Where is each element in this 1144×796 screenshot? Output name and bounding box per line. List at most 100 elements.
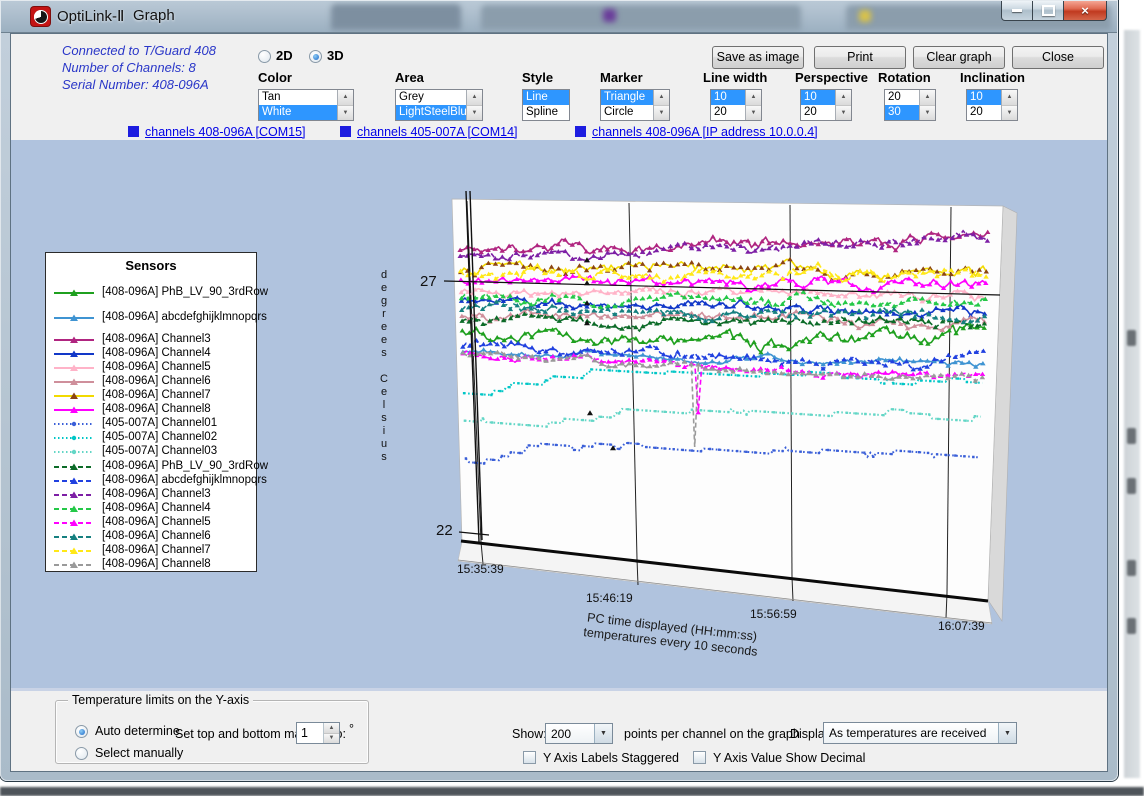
channel-link-com15[interactable]: channels 408-096A [COM15] [128, 123, 306, 137]
listbox-option[interactable]: 10 [801, 90, 835, 105]
auto-determine-label: Auto determine [95, 724, 180, 738]
listbox-options: LineSpline [523, 90, 569, 120]
legend-item-label: [408-096A] Channel4 [102, 502, 211, 514]
listbox-scrollbar: ▲▼ [653, 90, 669, 120]
close-button[interactable]: × [1063, 1, 1107, 21]
svg-text:s: s [381, 412, 387, 424]
title-bar: OptiLink-Ⅱ Graph × [1, 1, 1117, 33]
legend-item: [408-096A] PhB_LV_90_3rdRow [46, 286, 256, 299]
save-as-image-button[interactable]: Save as image [712, 46, 804, 69]
legend-item-label: [408-096A] Channel5 [102, 516, 211, 528]
points-combobox[interactable]: 200 ▼ [545, 723, 613, 744]
scroll-down-button[interactable]: ▼ [338, 106, 353, 121]
legend-line-sample [54, 517, 96, 529]
channel-link-ip[interactable]: channels 408-096A [IP address 10.0.0.4] [575, 123, 818, 137]
scroll-up-button[interactable]: ▲ [654, 90, 669, 106]
radio-2d[interactable] [258, 50, 271, 63]
scroll-down-button[interactable]: ▼ [467, 106, 482, 121]
scroll-down-button[interactable]: ▼ [654, 106, 669, 121]
inclination-listbox[interactable]: 1020▲▼ [966, 89, 1018, 121]
scroll-up-button[interactable]: ▲ [338, 90, 353, 106]
minimize-button[interactable] [1001, 1, 1033, 21]
listbox-option[interactable]: Tan [259, 90, 337, 105]
scroll-down-button[interactable]: ▼ [836, 106, 851, 121]
listbox-option[interactable]: 20 [711, 105, 745, 120]
legend-item-label: [408-096A] PhB_LV_90_3rdRow [102, 286, 268, 298]
marker-listbox[interactable]: TriangleCircle▲▼ [600, 89, 670, 121]
marker-label: Marker [600, 70, 643, 85]
scroll-down-button[interactable]: ▼ [920, 106, 935, 121]
legend-item-label: [408-096A] abcdefghijklmnopqrs [102, 311, 267, 323]
scroll-up-button[interactable]: ▲ [746, 90, 761, 106]
listbox-option[interactable]: Triangle [601, 90, 653, 105]
background-scrollbar-mark [1127, 560, 1136, 576]
svg-text:d: d [381, 269, 387, 281]
listbox-option[interactable]: Circle [601, 105, 653, 120]
scroll-up-button[interactable]: ▲ [836, 90, 851, 106]
y-axis-staggered-label: Y Axis Labels Staggered [543, 751, 679, 765]
svg-text:i: i [383, 425, 385, 437]
close-graph-button[interactable]: Close [1012, 46, 1104, 69]
radio-3d[interactable] [309, 50, 322, 63]
channel-link-com14[interactable]: channels 405-007A [COM14] [340, 123, 518, 137]
degree-symbol: ° [349, 722, 354, 736]
legend-item: [408-096A] Channel5 [46, 516, 256, 529]
legend-item: [408-096A] PhB_LV_90_3rdRow [46, 460, 256, 473]
chart-legend: Sensors [408-096A] PhB_LV_90_3rdRow[408-… [45, 252, 257, 572]
radio-3d-label: 3D [327, 48, 344, 63]
listbox-option[interactable]: Spline [523, 105, 569, 120]
style-listbox[interactable]: LineSpline [522, 89, 570, 121]
listbox-option[interactable]: Line [523, 90, 569, 105]
listbox-option[interactable]: 10 [711, 90, 745, 105]
display-combobox[interactable]: As temperatures are received ▼ [823, 722, 1017, 744]
window-title: OptiLink-Ⅱ [57, 7, 124, 25]
legend-item-label: [408-096A] Channel7 [102, 544, 211, 556]
listbox-option[interactable]: Grey [396, 90, 466, 105]
y-axis-decimal-checkbox[interactable] [693, 751, 706, 764]
listbox-option[interactable]: 20 [801, 105, 835, 120]
line-width-listbox[interactable]: 1020▲▼ [710, 89, 762, 121]
x-axis-caption: PC time displayed (HH:mm:ss)temperatures… [583, 610, 760, 659]
bottom-panel: Temperature limits on the Y-axis Auto de… [11, 688, 1107, 771]
legend-line-sample [54, 503, 96, 515]
clear-graph-button[interactable]: Clear graph [913, 46, 1005, 69]
spinner-down-button[interactable]: ▼ [324, 734, 339, 744]
perspective-listbox[interactable]: 1020▲▼ [800, 89, 852, 121]
listbox-options: TanWhite [259, 90, 337, 120]
legend-item-label: [408-096A] Channel6 [102, 530, 211, 542]
spinner-arrows: ▲▼ [323, 723, 339, 743]
listbox-option[interactable]: 10 [967, 90, 1001, 105]
scroll-down-button[interactable]: ▼ [1002, 106, 1017, 121]
legend-item: [408-096A] Channel3 [46, 488, 256, 501]
listbox-option[interactable]: 20 [885, 90, 919, 105]
legend-item: [408-096A] Channel6 [46, 530, 256, 543]
listbox-option[interactable]: LightSteelBlue [396, 105, 466, 120]
window-buttons: × [1001, 1, 1107, 21]
scroll-up-button[interactable]: ▲ [467, 90, 482, 106]
margins-spinner[interactable]: 1 ▲▼ [296, 722, 340, 744]
legend-line-sample [54, 334, 96, 346]
select-manually-label: Select manually [95, 746, 183, 760]
scroll-up-button[interactable]: ▲ [920, 90, 935, 106]
svg-text:e: e [381, 386, 387, 398]
spinner-up-button[interactable]: ▲ [324, 723, 339, 734]
color-listbox[interactable]: TanWhite▲▼ [258, 89, 354, 121]
chart-area: 272215:35:3915:46:1915:56:5916:07:39degr… [11, 140, 1107, 688]
rotation-listbox[interactable]: 2030▲▼ [884, 89, 936, 121]
auto-determine-radio[interactable] [75, 725, 88, 738]
legend-item: [408-096A] Channel4 [46, 502, 256, 515]
listbox-option[interactable]: 30 [885, 105, 919, 120]
listbox-option[interactable]: 20 [967, 105, 1001, 120]
select-manually-radio[interactable] [75, 747, 88, 760]
scroll-down-button[interactable]: ▼ [746, 106, 761, 121]
listbox-option[interactable]: White [259, 105, 337, 120]
radio-2d-label: 2D [276, 48, 293, 63]
svg-text:g: g [381, 295, 387, 307]
scroll-up-button[interactable]: ▲ [1002, 90, 1017, 106]
maximize-button[interactable] [1033, 1, 1063, 21]
svg-text:s: s [381, 451, 387, 463]
y-axis-staggered-checkbox[interactable] [523, 751, 536, 764]
print-button[interactable]: Print [814, 46, 906, 69]
listbox-options: 2030 [885, 90, 919, 120]
area-listbox[interactable]: GreyLightSteelBlue▲▼ [395, 89, 483, 121]
